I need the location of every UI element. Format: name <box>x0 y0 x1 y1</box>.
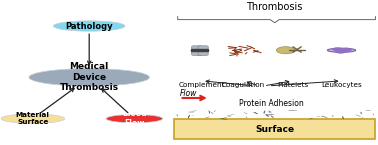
Text: Material
Surface: Material Surface <box>16 112 50 125</box>
Text: Blood
Flow: Blood Flow <box>122 109 147 128</box>
Ellipse shape <box>288 110 297 111</box>
Text: Medical
Device
Thrombosis: Medical Device Thrombosis <box>60 62 119 92</box>
Circle shape <box>335 50 346 54</box>
Ellipse shape <box>209 110 210 114</box>
FancyBboxPatch shape <box>174 119 375 139</box>
Ellipse shape <box>316 116 321 117</box>
Ellipse shape <box>220 118 228 120</box>
Ellipse shape <box>342 116 344 119</box>
Ellipse shape <box>177 114 178 116</box>
Ellipse shape <box>254 112 258 114</box>
Ellipse shape <box>321 116 328 118</box>
Ellipse shape <box>265 114 274 115</box>
Ellipse shape <box>188 115 190 118</box>
Ellipse shape <box>226 114 235 116</box>
Ellipse shape <box>191 115 195 116</box>
Bar <box>191 49 208 51</box>
Ellipse shape <box>266 114 269 117</box>
Ellipse shape <box>210 112 214 114</box>
Ellipse shape <box>253 112 258 114</box>
Text: Coagulation: Coagulation <box>222 82 265 88</box>
Ellipse shape <box>214 110 216 112</box>
Ellipse shape <box>269 111 270 112</box>
Circle shape <box>341 48 352 52</box>
Ellipse shape <box>332 115 334 117</box>
Ellipse shape <box>205 117 210 118</box>
Ellipse shape <box>228 116 232 117</box>
Ellipse shape <box>271 116 274 118</box>
Ellipse shape <box>268 111 271 113</box>
FancyBboxPatch shape <box>198 46 208 55</box>
Ellipse shape <box>53 21 125 31</box>
Text: Complement: Complement <box>179 82 225 88</box>
Text: Surface: Surface <box>255 125 294 134</box>
Ellipse shape <box>246 117 247 118</box>
Circle shape <box>332 47 343 51</box>
Ellipse shape <box>355 115 361 117</box>
Ellipse shape <box>220 117 227 119</box>
Ellipse shape <box>309 118 313 119</box>
Ellipse shape <box>360 112 362 114</box>
Ellipse shape <box>365 110 371 111</box>
Ellipse shape <box>263 110 265 114</box>
Circle shape <box>276 47 295 54</box>
FancyBboxPatch shape <box>192 46 202 55</box>
Ellipse shape <box>327 48 356 52</box>
Text: Leukocytes: Leukocytes <box>321 82 362 88</box>
Ellipse shape <box>1 114 65 123</box>
Ellipse shape <box>373 113 374 115</box>
Text: Platelets: Platelets <box>277 82 308 88</box>
Text: Pathology: Pathology <box>65 21 113 30</box>
Text: Flow: Flow <box>180 89 197 98</box>
Ellipse shape <box>29 69 149 86</box>
Ellipse shape <box>244 112 248 114</box>
Ellipse shape <box>268 111 272 113</box>
Ellipse shape <box>191 111 197 112</box>
Ellipse shape <box>106 115 163 123</box>
Text: Protein Adhesion: Protein Adhesion <box>240 99 304 108</box>
Text: Thrombosis: Thrombosis <box>246 2 303 12</box>
